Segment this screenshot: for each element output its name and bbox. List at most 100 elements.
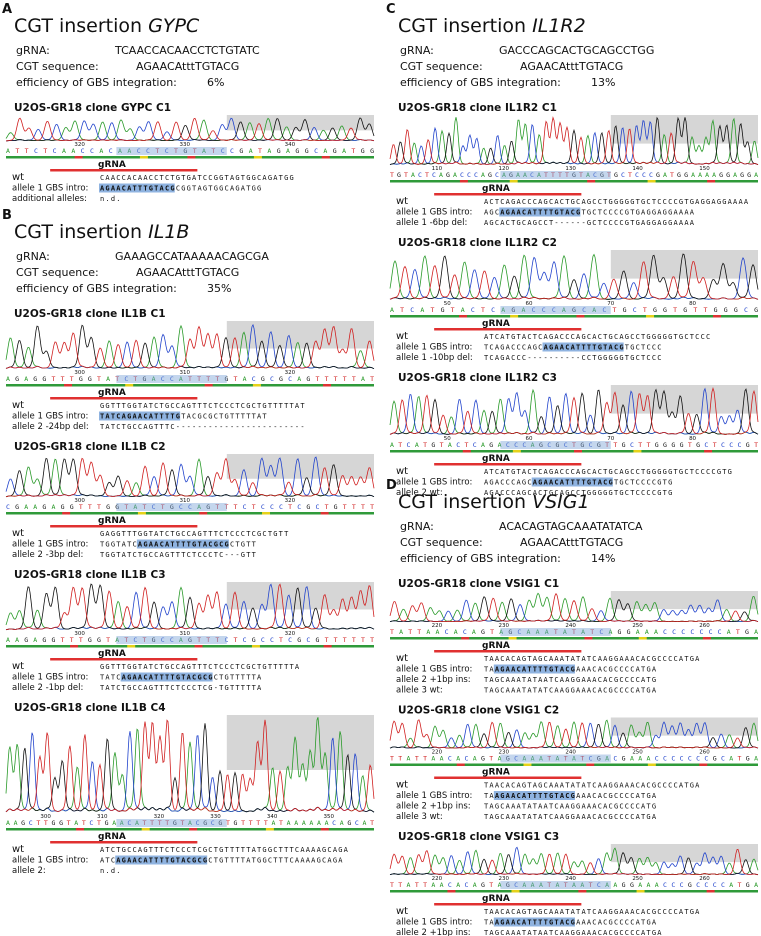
info-label: CGT sequence: bbox=[400, 536, 483, 549]
quality-bar bbox=[6, 384, 374, 387]
quality-low bbox=[647, 180, 656, 183]
clone-name: U2OS-GR18 clone IL1R2 C1 bbox=[398, 102, 557, 114]
highlight-band bbox=[116, 375, 227, 383]
title-text: CGT insertion bbox=[398, 491, 532, 513]
ruler-label: 320 bbox=[285, 498, 296, 504]
highlight-band bbox=[500, 441, 611, 449]
grna-tag: gRNA bbox=[482, 319, 510, 329]
quality-low bbox=[139, 156, 148, 159]
clone-name: U2OS-GR18 clone IL1R2 C3 bbox=[398, 372, 557, 384]
quality-low bbox=[636, 890, 645, 893]
trace bbox=[389, 592, 759, 622]
sequence-part: ATCATGTACTCAGACCCAGCACTGCAGCCTGGGGGTGCTC… bbox=[484, 468, 733, 476]
ruler-label: 250 bbox=[632, 750, 643, 756]
info-label: efficiency of GBS integration: bbox=[400, 552, 561, 565]
grna-bar bbox=[50, 169, 198, 172]
row-sequence: GAGGTTTGGTATCTGCCAGTTTCTCCCTCGCTGTT bbox=[100, 530, 290, 538]
row-label: allele 1 GBS intro: bbox=[12, 673, 88, 683]
quality-low bbox=[713, 315, 722, 318]
insert-highlight bbox=[99, 183, 175, 193]
quality-low bbox=[189, 828, 198, 831]
quality-low bbox=[137, 512, 146, 515]
ruler-label: 220 bbox=[432, 623, 443, 629]
ruler-label: 240 bbox=[565, 623, 576, 629]
row-sequence: GGTTTGGTATCTGCCAGTTTCTCCCTCGCTGTTTTTAT bbox=[100, 402, 306, 410]
sequence-part: TGGTATCTGCCAGTTTCTCCCTC---GTT bbox=[100, 551, 257, 559]
trace bbox=[5, 719, 375, 813]
quality-low bbox=[706, 890, 715, 893]
quality-low bbox=[511, 890, 520, 893]
highlight-band bbox=[116, 819, 227, 827]
quality-low bbox=[512, 450, 521, 453]
quality-low bbox=[647, 763, 656, 766]
clone-name: U2OS-GR18 clone VSIG1 C3 bbox=[398, 831, 559, 843]
quality-low bbox=[187, 156, 196, 159]
ruler-label: 260 bbox=[699, 623, 710, 629]
sequence-part: CAACCACAACCTCTGTGATCCGGTAGTGGCAGATGG bbox=[100, 174, 295, 182]
row-label: wt bbox=[396, 780, 408, 791]
sequence-part: TCAGACCCAGC bbox=[484, 344, 544, 352]
grna-tag: gRNA bbox=[98, 160, 126, 170]
row-sequence: TAGCAAATATAATCAAGGAAACACGCCCCATGA bbox=[484, 929, 663, 936]
row-label: wt bbox=[396, 331, 408, 342]
insert-highlight bbox=[120, 672, 213, 682]
clone-name: U2OS-GR18 clone IL1R2 C2 bbox=[398, 237, 557, 249]
quality-low bbox=[461, 637, 470, 640]
trace bbox=[5, 457, 375, 498]
quality-bar bbox=[6, 512, 374, 515]
highlight-band bbox=[116, 147, 227, 155]
row-sequence: CAACCACAACCTCTGTGATCCGGTAGTGGCAGATGG bbox=[100, 174, 295, 182]
row-sequence: TGGTATCTGCCAGTTTCTCCCTC---GTT bbox=[100, 551, 257, 559]
row-label: allele 2 +1bp ins: bbox=[396, 928, 471, 936]
row-label: additional alleles: bbox=[12, 194, 87, 204]
ruler-label: 340 bbox=[267, 814, 278, 820]
quality-low bbox=[576, 315, 585, 318]
row-sequence: AGACCCAGCACTGCAGCCTGGGGGTGCTCCCCGTG bbox=[484, 489, 674, 497]
sequence-part: TGGTATC bbox=[100, 541, 138, 549]
info-label: efficiency of GBS integration: bbox=[16, 76, 177, 89]
info-value: 6% bbox=[207, 76, 224, 89]
clone-name: U2OS-GR18 clone IL1B C1 bbox=[14, 308, 166, 320]
clone-name: U2OS-GR18 clone IL1B C3 bbox=[14, 569, 166, 581]
trace bbox=[5, 325, 375, 369]
row-label: wt bbox=[396, 906, 408, 917]
quality-low bbox=[262, 512, 271, 515]
quality-bar bbox=[390, 315, 758, 318]
grna-tag: gRNA bbox=[482, 894, 510, 904]
ruler-label: 330 bbox=[179, 142, 190, 148]
quality-low bbox=[320, 512, 329, 515]
row-label: allele 1 GBS intro: bbox=[12, 856, 88, 866]
grna-tag: gRNA bbox=[98, 388, 126, 398]
row-sequence: ATCATGTACTCAGACCCAGCACTGCAGCCTGGGGGTGCTC… bbox=[484, 468, 733, 476]
panel-title: CGT insertion IL1R2 bbox=[398, 15, 586, 37]
quality-low bbox=[704, 450, 713, 453]
quality-low bbox=[462, 450, 471, 453]
sequence-part: n.d. bbox=[100, 867, 122, 875]
sequence-part: AGAACATTTGTACG bbox=[100, 185, 176, 193]
quality-low bbox=[252, 384, 261, 387]
sequence-part: CTGTTTTTA bbox=[214, 674, 263, 682]
sequence-part: TAACACAGTAGCAAATATATCAAGGAAACACGCCCCATGA bbox=[484, 908, 701, 916]
quality-low bbox=[459, 180, 468, 183]
row-sequence: TATCTGCCAGTTTCTCCCTCG-TGTTTTTA bbox=[100, 684, 262, 692]
info-value: GACCCAGCACTGCAGCCTGG bbox=[499, 44, 654, 57]
row-label: allele 2 +1bp ins: bbox=[396, 802, 471, 812]
panel-letter: B bbox=[2, 208, 12, 223]
row-label: wt bbox=[396, 196, 408, 207]
ruler-label: 320 bbox=[285, 631, 296, 637]
sequence-part: AGC bbox=[484, 209, 500, 217]
grna-bar bbox=[434, 776, 582, 779]
quality-low bbox=[74, 156, 83, 159]
shaded-region bbox=[610, 591, 758, 610]
insert-highlight bbox=[531, 477, 613, 487]
sequence-part: CTGTT bbox=[230, 541, 257, 549]
sequence-part: AGAACATTTTGTACGCG bbox=[116, 857, 208, 865]
row-sequence: TAGCAAATATATCAAGGAAACACGCCCCATGA bbox=[484, 813, 657, 821]
